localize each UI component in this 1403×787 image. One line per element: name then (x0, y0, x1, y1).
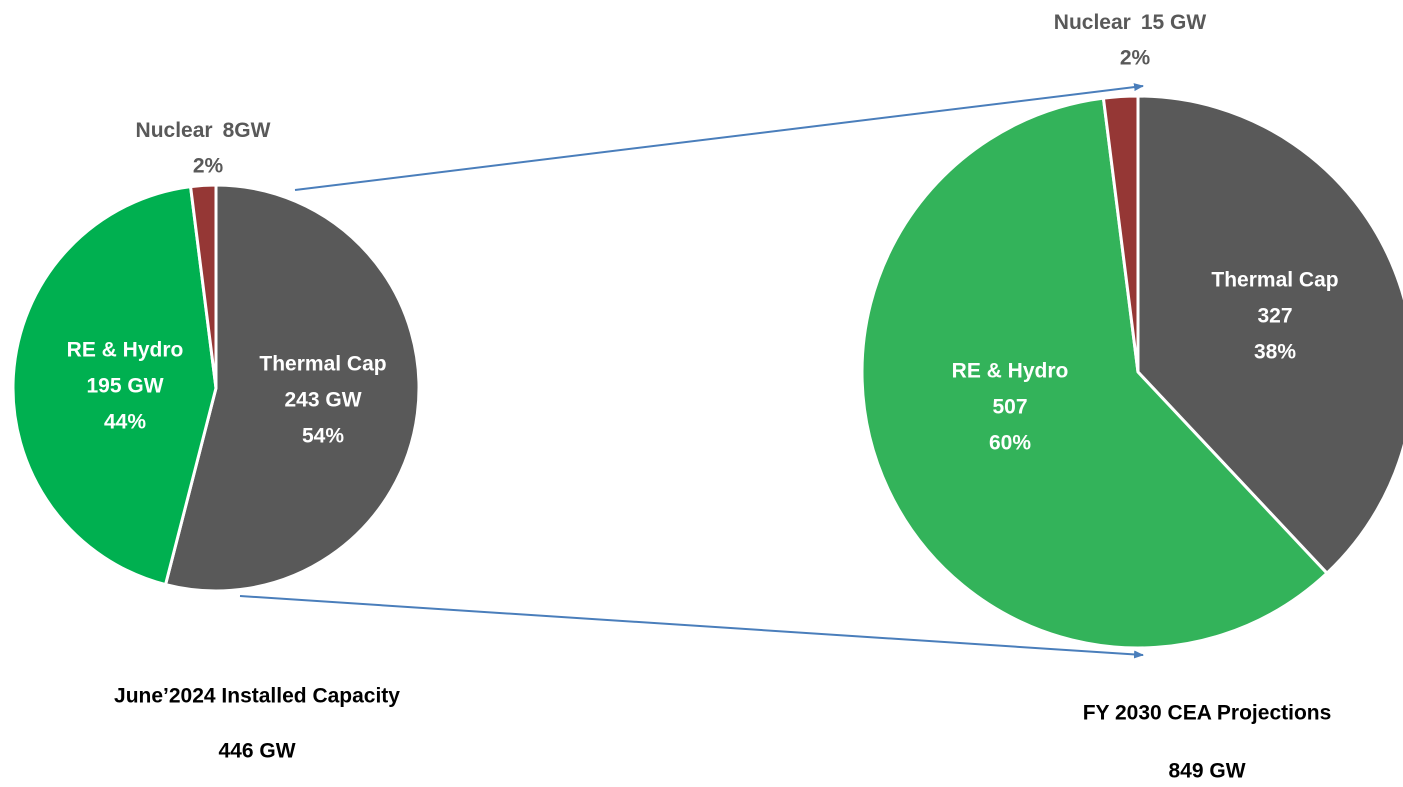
slice-label: Nuclear 8GW (136, 119, 271, 142)
capacity-label: 507 (992, 396, 1027, 419)
chart-title: June’2024 Installed Capacity (114, 685, 400, 708)
value-label: 54% (302, 425, 344, 448)
chart-subtitle: 446 GW (218, 740, 295, 763)
pie-slice (1136, 94, 1403, 576)
capacity-label: 8GW (223, 119, 271, 142)
value-label: 60% (989, 432, 1031, 455)
value-label: 44% (104, 411, 146, 434)
labels: Thermal Cap 243 GW 54% RE & Hydro 195 GW 44% N… (67, 11, 1339, 783)
pie-slice (188, 183, 218, 389)
category-label: Nuclear (1054, 11, 1131, 34)
value-label: 2% (1120, 47, 1151, 70)
pie-slice (11, 184, 218, 587)
slice-label: Nuclear 15 GW (1054, 11, 1207, 34)
category-label: Thermal Cap (1211, 269, 1338, 292)
pie-slice (1101, 94, 1140, 373)
capacity-label: 327 (1257, 305, 1292, 328)
category-label: Nuclear (136, 119, 213, 142)
category-label: RE & Hydro (952, 360, 1069, 383)
category-label: Thermal Cap (259, 353, 386, 376)
capacity-label: 15 GW (1141, 11, 1207, 34)
category-label: RE & Hydro (67, 339, 184, 362)
pie-slice (860, 96, 1330, 650)
capacity-label: 195 GW (86, 375, 163, 398)
chart-subtitle: 849 GW (1168, 760, 1245, 783)
value-label: 2% (193, 155, 224, 178)
pies (11, 94, 1403, 650)
capacity-label: 243 GW (284, 389, 361, 412)
arrow (239, 595, 1144, 659)
chart-title: FY 2030 CEA Projections (1083, 702, 1332, 725)
pie-slice (163, 183, 421, 593)
arrow (294, 83, 1144, 191)
value-label: 38% (1254, 341, 1296, 364)
